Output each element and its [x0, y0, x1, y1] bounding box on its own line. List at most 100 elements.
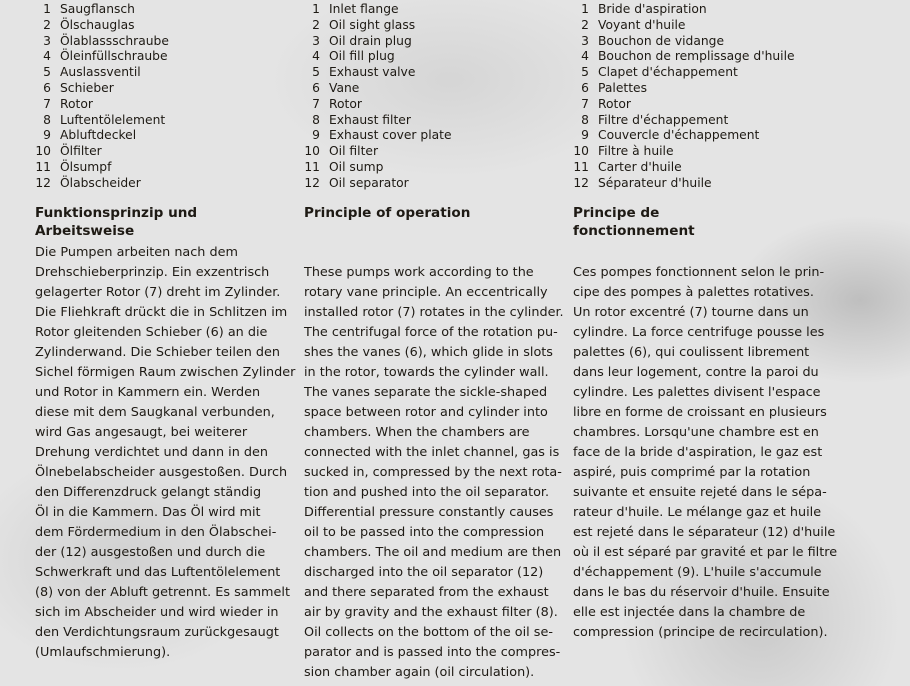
body-text-line: wird Gas angesaugt, bei weiterer	[35, 425, 248, 440]
body-text-line: parator and is passed into the compres-	[304, 645, 561, 660]
part-number: 8	[581, 112, 589, 127]
part-name: Inlet flange	[329, 2, 399, 16]
part-number: 12	[304, 175, 320, 190]
section-body: These pumps work according to the rotary …	[304, 243, 564, 683]
body-text-line: Sichel förmigen Raum zwischen Zylinder	[35, 365, 296, 380]
parts-list-item: 10 Filtre à huile	[573, 144, 795, 160]
part-name: Öleinfüllschraube	[60, 49, 168, 64]
parts-list-item: 7 Rotor	[573, 97, 795, 113]
parts-list-item: 9 Couvercle d'échappement	[573, 128, 795, 144]
part-name: Vane	[329, 80, 360, 95]
parts-list-item: 2 Oil sight glass	[304, 18, 452, 34]
part-number: 2	[43, 17, 51, 32]
part-name: Couvercle d'échappement	[598, 128, 760, 143]
parts-list-item: 4 Bouchon de remplissage d'huile	[573, 49, 794, 65]
part-number: 10	[35, 144, 51, 159]
body-text-line: den Differenzdruck gelangt ständig	[35, 485, 262, 500]
part-name: Oil sump	[329, 159, 384, 174]
part-number: 1	[312, 2, 320, 16]
part-number: 5	[312, 65, 320, 80]
part-name: Exhaust filter	[329, 112, 411, 127]
part-number: 6	[581, 80, 589, 95]
part-number: 10	[573, 144, 589, 159]
part-number: 10	[304, 144, 320, 159]
body-text-line: dem Fördermedium in den Ölabschei-	[35, 525, 277, 540]
parts-list-item: 5 Auslassventil	[35, 65, 169, 81]
part-number: 8	[43, 112, 51, 127]
body-text-line: où il est séparé par gravité et par le f…	[573, 545, 838, 560]
body-text-line: Drehschieberprinzip. Ein exzentrisch	[35, 265, 270, 280]
part-number: 5	[43, 65, 51, 80]
parts-list-item: 12 Séparateur d'huile	[573, 176, 795, 192]
parts-list-item: 12 Ölabscheider	[35, 176, 169, 192]
part-name: Clapet d'échappement	[598, 65, 738, 80]
part-name: Filtre d'échappement	[598, 112, 729, 127]
parts-list-item: 11 Carter d'huile	[573, 160, 795, 176]
body-text-line: libre en forme de croissant en plusieurs	[573, 405, 827, 420]
body-text-line: chambers. The oil and medium are then	[304, 545, 562, 560]
part-number: 7	[312, 96, 320, 111]
body-text-line: d'échappement (9). L'huile s'accumule	[573, 565, 822, 580]
section-body: Die Pumpen arbeiten nach dem Drehschieber…	[35, 243, 295, 663]
body-text-line: compression (principe de recirculation).	[573, 625, 828, 640]
section-heading: Funktionsprinzip und Arbeitsweise	[35, 205, 198, 239]
body-text-line: Un rotor excentré (7) tourne dans un	[573, 305, 809, 320]
part-number: 11	[573, 159, 589, 174]
body-text-line: Die Pumpen arbeiten nach dem	[35, 245, 238, 260]
body-text-line: cipe des pompes à palettes rotatives.	[573, 285, 814, 300]
parts-list-item: 1 Saugflansch	[35, 2, 169, 18]
part-name: Abluftdeckel	[60, 128, 137, 143]
part-name: Exhaust valve	[329, 65, 416, 80]
parts-list-item: 8 Luftentölelement	[35, 113, 169, 129]
part-name: Filtre à huile	[598, 144, 674, 159]
part-name: Ölsumpf	[60, 159, 112, 174]
parts-list-item: 9 Abluftdeckel	[35, 128, 169, 144]
part-number: 3	[43, 33, 51, 48]
body-text-line: chambres. Lorsqu'une chambre est en	[573, 425, 819, 440]
part-number: 2	[581, 17, 589, 32]
part-name: Auslassventil	[60, 65, 141, 80]
body-text-line: Ces pompes fonctionnent selon le prin-	[573, 265, 825, 280]
parts-list-item: 1 Inlet flange	[304, 2, 452, 18]
part-number: 7	[581, 96, 589, 111]
part-name: Luftentölelement	[60, 112, 166, 127]
body-text-line: palettes (6), qui coulissent librement	[573, 345, 810, 360]
part-name: Schieber	[60, 80, 114, 95]
section-heading: Principle of operation	[304, 205, 471, 221]
body-text-line: aspiré, puis comprimé par la rotation	[573, 465, 811, 480]
part-number: 5	[581, 65, 589, 80]
body-text-line: These pumps work according to the	[304, 265, 534, 280]
parts-list-item: 2 Voyant d'huile	[573, 18, 795, 34]
body-text-line	[304, 243, 564, 263]
body-text-line: and there separated from the exhaust	[304, 585, 549, 600]
parts-list-item: 2 Ölschauglas	[35, 18, 169, 34]
part-number: 1	[43, 2, 51, 16]
body-text-line: Zylinderwand. Die Schieber teilen den	[35, 345, 281, 360]
part-name: Ölfilter	[60, 144, 102, 159]
part-name: Oil drain plug	[329, 33, 412, 48]
part-name: Ölschauglas	[60, 17, 135, 32]
parts-list-item: 6 Palettes	[573, 81, 795, 97]
body-text-line: Oil collects on the bottom of the oil se…	[304, 625, 553, 640]
part-name: Voyant d'huile	[598, 17, 686, 32]
body-text-line: rateur d'huile. Le mélange gaz et huile	[573, 505, 822, 520]
part-number: 11	[304, 159, 320, 174]
parts-list-item: 3 Oil drain plug	[304, 34, 452, 50]
part-number: 2	[312, 17, 320, 32]
part-number: 3	[581, 33, 589, 48]
body-text-line: Rotor gleitenden Schieber (6) an die	[35, 325, 268, 340]
part-name: Ölablassschraube	[60, 33, 169, 48]
parts-list-item: 1 Bride d'aspiration	[573, 2, 795, 18]
body-text-line: sucked in, compressed by the next rota-	[304, 465, 562, 480]
body-text-line: suivante et ensuite rejeté dans le sépa-	[573, 485, 827, 500]
part-name: Séparateur d'huile	[598, 175, 712, 190]
part-number: 9	[43, 128, 51, 143]
body-text-line: elle est injectée dans la chambre de	[573, 605, 806, 620]
body-text-line: Öl in die Kammern. Das Öl wird mit	[35, 505, 261, 520]
parts-list-item: 12 Oil separator	[304, 176, 452, 192]
part-number: 6	[312, 80, 320, 95]
body-text-line: installed rotor (7) rotates in the cylin…	[304, 305, 564, 320]
parts-list: 1 Saugflansch 2 Ölschauglas 3 Ölablassschraub…	[35, 2, 169, 192]
part-name: Rotor	[329, 96, 362, 111]
body-text-line: cylindre. La force centrifuge pousse les	[573, 325, 825, 340]
